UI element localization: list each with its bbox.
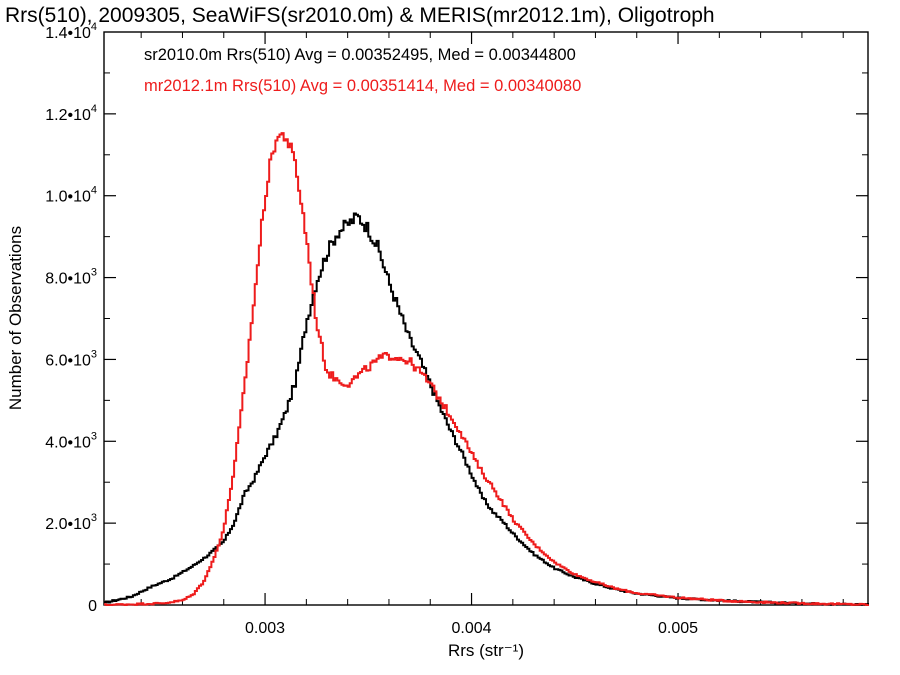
legend-entry-1: sr2010.0m Rrs(510) Avg = 0.00352495, Med… bbox=[144, 46, 576, 64]
y-tick-label: 1.0•104 bbox=[45, 185, 97, 206]
y-tick-label: 2.0•103 bbox=[45, 512, 97, 533]
series-line-2 bbox=[104, 132, 869, 606]
x-tick-label: 0.005 bbox=[658, 620, 698, 637]
y-axis-label: Number of Observations bbox=[6, 226, 25, 410]
x-tick-label: 0.004 bbox=[452, 620, 492, 637]
series-layer bbox=[104, 132, 869, 606]
legend-entry-2: mr2012.1m Rrs(510) Avg = 0.00351414, Med… bbox=[144, 77, 581, 95]
x-tick-label: 0.003 bbox=[245, 620, 285, 637]
y-tick-label: 0 bbox=[88, 598, 97, 615]
y-tick-label: 6.0•103 bbox=[45, 348, 97, 369]
y-tick-label: 1.2•104 bbox=[45, 103, 97, 124]
y-tick-label: 8.0•103 bbox=[45, 267, 97, 288]
plot-frame bbox=[103, 31, 869, 606]
y-tick-label: 4.0•103 bbox=[45, 430, 97, 451]
axis-ticks: 0 2.0•103 4.0•103 6.0•103 8.0•103 1.0•104 1.2•… bbox=[45, 21, 868, 637]
y-tick-label: 1.4•104 bbox=[45, 21, 97, 42]
chart-title: Rrs(510), 2009305, SeaWiFS(sr2010.0m) & … bbox=[5, 4, 715, 27]
x-axis-label: Rrs (str⁻¹) bbox=[448, 641, 524, 660]
